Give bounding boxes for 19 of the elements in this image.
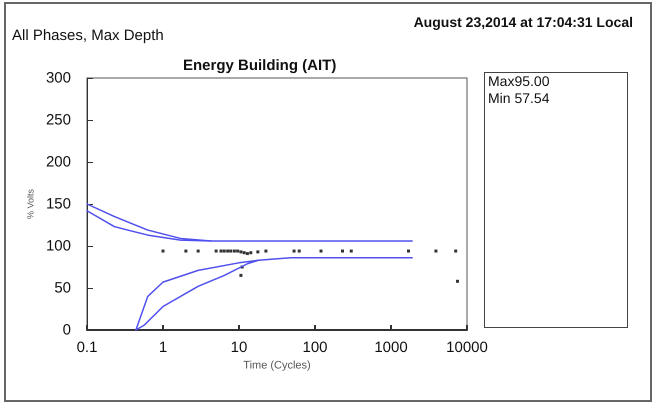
x-tick-label: 10000 xyxy=(446,339,488,356)
y-tick-label: 250 xyxy=(46,112,71,128)
x-tick-label: 1000 xyxy=(374,339,408,356)
x-tick-label: 100 xyxy=(302,339,328,356)
x-axis-title: Time (Cycles) xyxy=(243,359,311,372)
y-tick-label: 200 xyxy=(46,154,71,170)
stats-box: Max95.00 Min 57.54 xyxy=(484,72,628,328)
y-tick-label: 50 xyxy=(54,280,71,296)
x-tick-label: 10 xyxy=(230,339,248,356)
y-tick-label: 0 xyxy=(62,322,71,338)
y-tick-label: 300 xyxy=(46,70,71,86)
chart-subtitle: All Phases, Max Depth xyxy=(12,27,164,44)
y-tick-label: 100 xyxy=(46,238,71,254)
y-axis-title: % Volts xyxy=(26,188,36,220)
x-tick-label: 0.1 xyxy=(76,339,98,356)
chart-title: Energy Building (AIT) xyxy=(183,57,336,74)
text: August 23,2014 at 17:04:31 Local xyxy=(414,14,633,30)
y-tick-label: 150 xyxy=(46,196,71,212)
x-tick-label: 1 xyxy=(158,339,168,356)
